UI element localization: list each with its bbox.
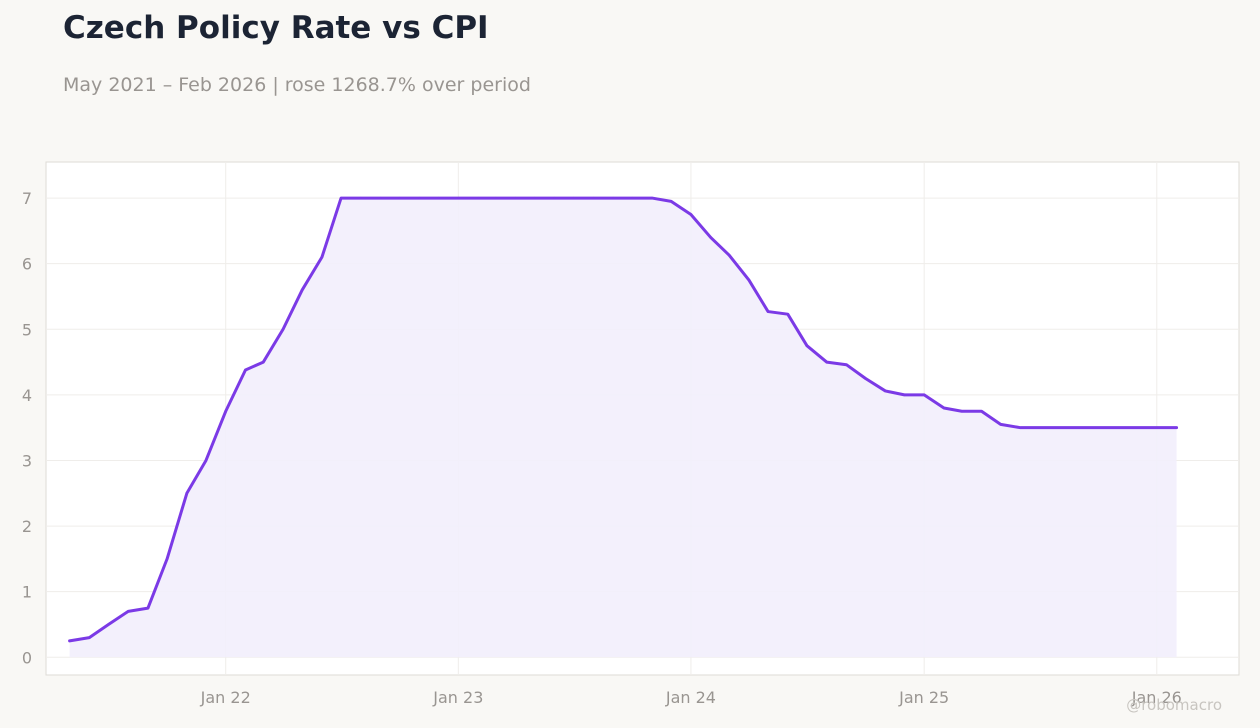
y-tick-label: 2 [22, 517, 32, 536]
data-point [611, 196, 615, 200]
data-point [631, 196, 634, 200]
y-tick-label: 7 [22, 189, 32, 208]
data-point [805, 344, 809, 347]
data-point [825, 360, 828, 364]
data-point [922, 393, 926, 397]
data-point [1019, 426, 1022, 429]
data-point [747, 278, 751, 282]
y-tick-label: 6 [22, 255, 32, 274]
data-point [553, 196, 556, 200]
data-point [572, 196, 575, 200]
y-tick-label: 1 [22, 583, 32, 602]
x-tick-label: Jan 22 [200, 688, 251, 707]
data-point [980, 410, 983, 413]
x-tick-label: Jan 26 [1131, 688, 1182, 707]
data-point [1058, 426, 1061, 429]
data-point [999, 423, 1002, 426]
data-point [379, 196, 382, 200]
y-tick-label: 0 [22, 648, 32, 667]
series-points [68, 196, 1178, 643]
y-tick-label: 4 [22, 386, 32, 405]
data-point [727, 253, 731, 257]
data-point [1038, 426, 1041, 429]
y-tick-label: 5 [22, 320, 32, 339]
x-tick-label: Jan 25 [898, 688, 949, 707]
x-axis-ticks: Jan 22 Jan 23 Jan 24 Jan 25 Jan 26 [200, 688, 1182, 707]
data-point [437, 196, 440, 200]
data-point [204, 459, 208, 462]
data-point [514, 196, 517, 200]
data-point [1155, 426, 1158, 429]
data-point [864, 377, 867, 380]
data-point [457, 196, 460, 200]
chart-subtitle: May 2021 – Feb 2026 | rose 1268.7% over … [63, 74, 531, 96]
data-point [786, 312, 790, 316]
data-point [884, 389, 887, 393]
data-point [1077, 426, 1081, 429]
data-point [766, 310, 770, 313]
data-point [359, 196, 363, 200]
data-point [903, 393, 906, 397]
data-point [533, 196, 536, 200]
data-point [339, 196, 343, 200]
data-point [960, 410, 963, 413]
data-point [1175, 426, 1178, 429]
data-point [476, 196, 480, 200]
data-point [300, 288, 304, 292]
data-point [88, 636, 91, 639]
data-point [1116, 426, 1120, 429]
data-point [68, 639, 71, 643]
data-point [845, 363, 848, 366]
data-point [689, 213, 693, 216]
watermark: @robomacro [1126, 696, 1222, 714]
data-point [320, 255, 324, 259]
data-point [669, 200, 673, 203]
y-tick-label: 3 [22, 451, 32, 470]
y-axis-ticks: 0 1 2 3 4 5 6 7 [22, 189, 32, 667]
chart-title: Czech Policy Rate vs CPI [63, 10, 489, 46]
data-point [146, 606, 150, 610]
data-point [107, 623, 110, 626]
data-point [244, 368, 247, 372]
data-point [418, 196, 421, 200]
data-point [281, 328, 285, 331]
x-tick-label: Jan 24 [665, 688, 716, 707]
x-tick-label: Jan 23 [432, 688, 483, 707]
data-point [185, 492, 189, 495]
data-point [709, 236, 712, 239]
data-point [224, 410, 227, 413]
data-point [650, 196, 654, 200]
series-line [68, 196, 1179, 643]
data-point [1135, 426, 1139, 429]
series-area-fill [69, 198, 1177, 658]
data-point [165, 557, 169, 561]
data-point [1096, 426, 1100, 429]
data-point [592, 196, 595, 200]
data-point [494, 196, 498, 200]
data-point [262, 360, 265, 364]
data-point [127, 610, 130, 613]
data-point [942, 406, 946, 410]
data-point [398, 196, 401, 200]
